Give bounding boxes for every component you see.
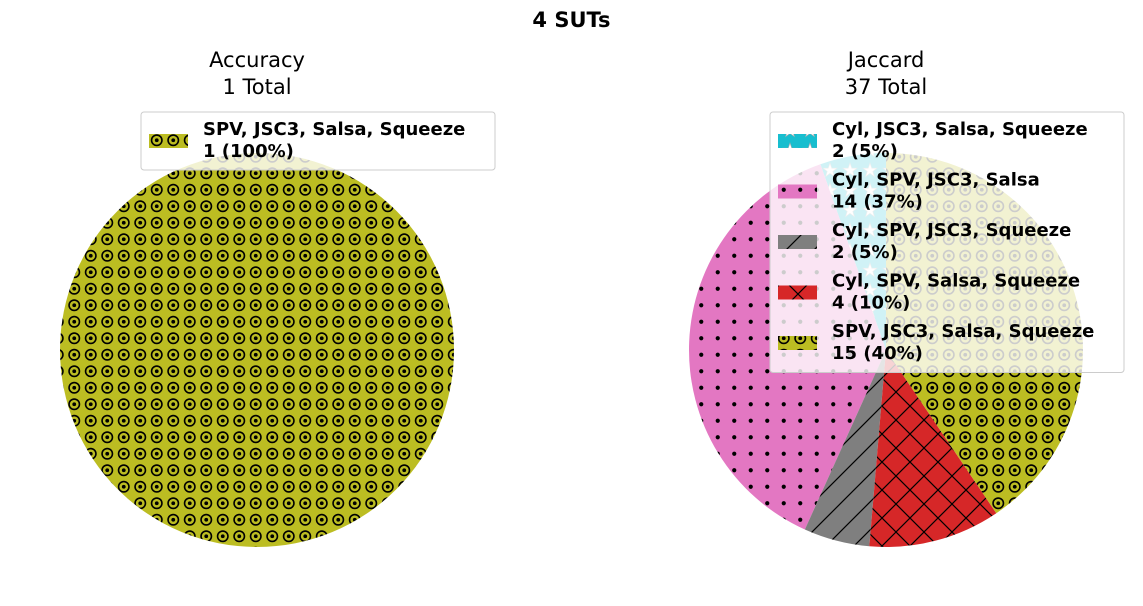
legend-swatch-spv-jsc3-salsa-squeeze — [149, 134, 188, 148]
legend-swatch-spv-jsc3-salsa-squeeze — [778, 336, 817, 350]
accuracy-title: Accuracy — [209, 48, 305, 72]
accuracy-pie: Accuracy 1 Total SPV, JSC3, Salsa, Squee… — [60, 48, 496, 547]
legend-label-spv-jsc3-salsa-squeeze: SPV, JSC3, Salsa, Squeeze — [832, 321, 1094, 342]
legend-value-cyl-jsc3-salsa-squeeze: 2 (5%) — [832, 141, 898, 162]
accuracy-subtitle: 1 Total — [222, 75, 291, 99]
jaccard-title: Jaccard — [846, 48, 925, 72]
legend-value-cyl-spv-salsa-squeeze: 4 (10%) — [832, 293, 910, 314]
legend-label-cyl-spv-jsc3-squeeze: Cyl, SPV, JSC3, Squeeze — [832, 220, 1071, 241]
legend-label-cyl-jsc3-salsa-squeeze: Cyl, JSC3, Salsa, Squeeze — [832, 119, 1088, 140]
legend-swatch-cyl-spv-salsa-squeeze — [778, 285, 817, 300]
pie-slice-spv-jsc3-salsa-squeeze — [60, 153, 454, 547]
jaccard-pie: Jaccard 37 Total Cyl, JSC3, Salsa, Squee… — [688, 48, 1125, 547]
legend-label-cyl-spv-salsa-squeeze: Cyl, SPV, Salsa, Squeeze — [832, 271, 1080, 292]
legend-label-spv-jsc3-salsa-squeeze: SPV, JSC3, Salsa, Squeeze — [203, 119, 465, 140]
figure-title: 4 SUTs — [532, 8, 610, 32]
legend-swatch-cyl-jsc3-salsa-squeeze — [778, 134, 817, 148]
legend-value-spv-jsc3-salsa-squeeze: 15 (40%) — [832, 343, 923, 364]
jaccard-subtitle: 37 Total — [845, 75, 927, 99]
legend-frame — [140, 111, 496, 171]
legend-label-cyl-spv-jsc3-salsa: Cyl, SPV, JSC3, Salsa — [832, 170, 1040, 191]
legend-frame — [769, 111, 1125, 373]
legend-value-spv-jsc3-salsa-squeeze: 1 (100%) — [203, 141, 294, 162]
legend-value-cyl-spv-jsc3-salsa: 14 (37%) — [832, 192, 923, 213]
pie-slice-cyl-spv-salsa-squeeze — [869, 350, 997, 547]
legend-value-cyl-spv-jsc3-squeeze: 2 (5%) — [832, 242, 898, 263]
legend-swatch-cyl-spv-jsc3-squeeze — [778, 235, 817, 249]
pie-slice-cyl-spv-jsc3-squeeze — [804, 350, 886, 547]
legend-swatch-cyl-spv-jsc3-salsa — [778, 184, 817, 199]
